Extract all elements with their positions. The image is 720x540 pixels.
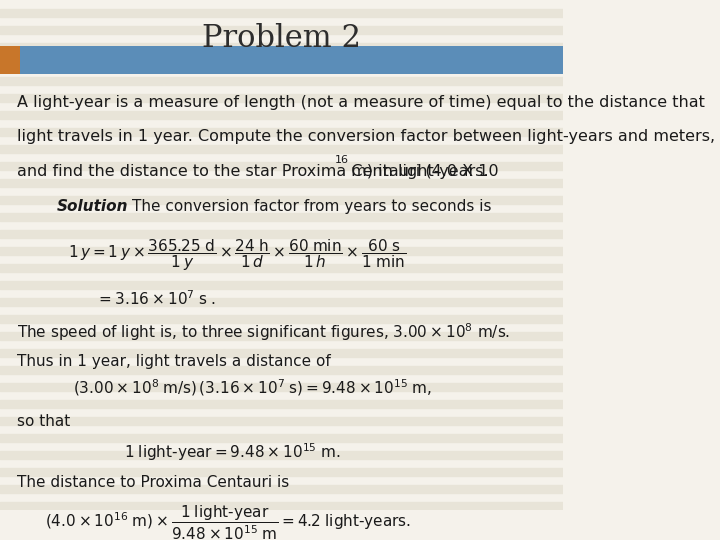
Bar bbox=[0, 349, 563, 357]
Text: A light-year is a measure of length (not a measure of time) equal to the distanc: A light-year is a measure of length (not… bbox=[17, 94, 705, 110]
Bar bbox=[0, 315, 563, 323]
Bar bbox=[0, 400, 563, 408]
Bar bbox=[0, 43, 563, 51]
Bar bbox=[0, 281, 563, 289]
Text: 16: 16 bbox=[335, 156, 349, 165]
Bar bbox=[0, 179, 563, 187]
Bar bbox=[0, 264, 563, 272]
Bar bbox=[0, 502, 563, 510]
Bar bbox=[0, 434, 563, 442]
Bar bbox=[0, 468, 563, 476]
Text: and find the distance to the star Proxima Centauri (4.0 X 10: and find the distance to the star Proxim… bbox=[17, 164, 498, 179]
Bar bbox=[0, 9, 563, 17]
Bar bbox=[0, 77, 563, 85]
Text: $(3.00 \times 10^8 \; \mathrm{m/s}) \, (3.16 \times 10^7 \; \mathrm{s}) = 9.48 \: $(3.00 \times 10^8 \; \mathrm{m/s}) \, (… bbox=[73, 377, 432, 398]
Bar bbox=[0, 366, 563, 374]
Text: $1 \, y = 1 \, y \times \dfrac{365.25 \; \mathrm{d}}{1 \, y} \times \dfrac{24 \;: $1 \, y = 1 \, y \times \dfrac{365.25 \;… bbox=[68, 237, 405, 273]
Bar bbox=[0, 59, 563, 68]
Text: $1 \; \mathrm{light\text{-}year} = 9.48 \times 10^{15} \; \mathrm{m}.$: $1 \; \mathrm{light\text{-}year} = 9.48 … bbox=[124, 441, 341, 463]
Bar bbox=[0, 332, 563, 340]
FancyBboxPatch shape bbox=[0, 46, 19, 74]
Bar bbox=[0, 383, 563, 391]
Text: $= 3.16 \times 10^7 \; \mathrm{s} \;.$: $= 3.16 \times 10^7 \; \mathrm{s} \;.$ bbox=[96, 289, 215, 308]
Text: The distance to Proxima Centauri is: The distance to Proxima Centauri is bbox=[17, 475, 289, 490]
Bar bbox=[0, 25, 563, 34]
Text: light travels in 1 year. Compute the conversion factor between light-years and m: light travels in 1 year. Compute the con… bbox=[17, 129, 715, 144]
Text: Problem 2: Problem 2 bbox=[202, 23, 361, 54]
Bar bbox=[0, 230, 563, 238]
Text: Thus in 1 year, light travels a distance of: Thus in 1 year, light travels a distance… bbox=[17, 354, 330, 369]
Bar bbox=[0, 127, 563, 136]
Text: m) in light-years.: m) in light-years. bbox=[346, 164, 489, 179]
Text: $(4.0 \times 10^{16} \; \mathrm{m}) \times \dfrac{1 \; \mathrm{light\text{-}year: $(4.0 \times 10^{16} \; \mathrm{m}) \tim… bbox=[45, 504, 411, 540]
Bar bbox=[0, 195, 563, 204]
Bar bbox=[0, 451, 563, 460]
Bar bbox=[0, 161, 563, 170]
Bar bbox=[0, 213, 563, 221]
Text: Solution: Solution bbox=[56, 199, 128, 214]
Bar bbox=[0, 93, 563, 102]
Bar bbox=[0, 247, 563, 255]
Text: The speed of light is, to three significant figures, $3.00 \times 10^8$ m/s.: The speed of light is, to three signific… bbox=[17, 321, 510, 342]
Text: so that: so that bbox=[17, 414, 70, 429]
FancyBboxPatch shape bbox=[0, 46, 563, 74]
Bar bbox=[0, 298, 563, 306]
Bar bbox=[0, 111, 563, 119]
Bar bbox=[0, 485, 563, 494]
Bar bbox=[0, 145, 563, 153]
Text: The conversion factor from years to seconds is: The conversion factor from years to seco… bbox=[132, 199, 492, 214]
Bar bbox=[0, 417, 563, 426]
